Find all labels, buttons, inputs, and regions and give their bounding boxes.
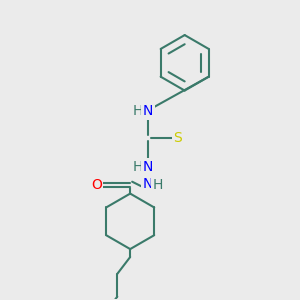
Text: H: H	[153, 178, 163, 192]
Text: N: N	[143, 104, 153, 118]
Text: O: O	[91, 178, 102, 192]
Text: S: S	[173, 131, 182, 145]
Text: H: H	[133, 160, 143, 174]
Text: N: N	[143, 160, 153, 174]
Text: N: N	[143, 177, 153, 191]
Text: H: H	[133, 104, 143, 118]
